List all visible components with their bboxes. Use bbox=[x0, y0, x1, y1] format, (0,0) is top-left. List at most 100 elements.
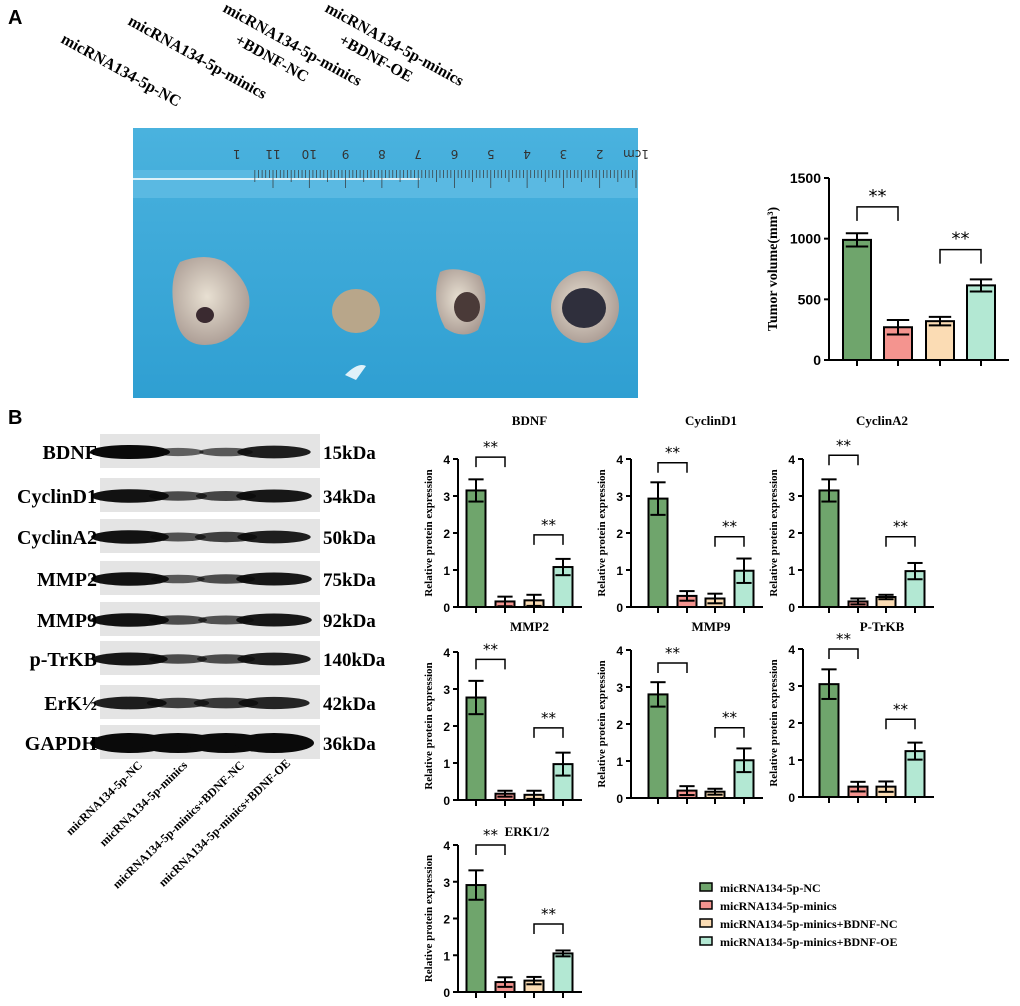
lane-label-1: micRNA134-5p-NC bbox=[63, 758, 145, 838]
chart-tumor-volume: Tumor volume(mm³) 0 500 1000 1500 ** ** bbox=[766, 170, 1009, 368]
bar-charts: Tumor volume(mm³)050010001500****BDNFRel… bbox=[423, 170, 1009, 1000]
significance-label: ** bbox=[665, 444, 681, 462]
chart-cyclina2: CyclinA2 Relative protein expression 0 1 2 3 4… bbox=[768, 413, 934, 615]
legend-swatch bbox=[699, 900, 713, 910]
y-tick-label: 0 bbox=[616, 601, 623, 615]
blot-band bbox=[238, 696, 310, 710]
chart-title: MMP9 bbox=[692, 619, 731, 634]
significance-label: ** bbox=[836, 630, 852, 648]
significance-bracket bbox=[885, 718, 916, 730]
ruler-label: 1cm bbox=[623, 147, 649, 161]
chart-mmp9: MMP9 Relative protein expression 0 1 2 3 4 ** ** bbox=[596, 619, 763, 806]
y-tick-label: 1 bbox=[788, 564, 795, 578]
significance-label: ** bbox=[541, 709, 557, 727]
blot-size-label: 92kDa bbox=[323, 611, 376, 632]
legend-label: micRNA134-5p-NC bbox=[720, 881, 821, 895]
y-tick-label: 1 bbox=[788, 754, 795, 768]
blot-size-label: 50kDa bbox=[323, 528, 376, 549]
blot-band bbox=[199, 447, 253, 457]
significance-bracket bbox=[714, 726, 745, 738]
blot-band bbox=[236, 572, 312, 586]
significance-bracket bbox=[856, 206, 899, 221]
significance-bracket bbox=[533, 534, 564, 545]
blot-band bbox=[149, 654, 207, 664]
significance-label: ** bbox=[722, 518, 738, 536]
y-tick-label: 0 bbox=[788, 791, 795, 805]
chart-title: CyclinD1 bbox=[685, 413, 737, 428]
legend-swatch bbox=[699, 936, 713, 946]
chart-cyclind1: CyclinD1 Relative protein expression 0 1 2 3 4… bbox=[596, 413, 763, 615]
legend-swatch bbox=[699, 918, 713, 928]
y-tick-label: 0 bbox=[788, 601, 795, 615]
blot-protein-label: CyclinA2 bbox=[17, 527, 97, 549]
y-tick-label: 2 bbox=[788, 527, 795, 541]
significance-label: ** bbox=[869, 186, 887, 207]
tumor-2 bbox=[332, 289, 380, 333]
y-axis-label: Relative protein expression bbox=[423, 855, 435, 982]
ruler-ticks bbox=[254, 170, 637, 188]
y-tick-label: 0 bbox=[813, 352, 821, 368]
blot-size-label: 15kDa bbox=[323, 443, 376, 464]
significance-label: ** bbox=[893, 518, 909, 536]
y-axis-label: Relative protein expression bbox=[596, 660, 608, 787]
blot-size-label: 75kDa bbox=[323, 570, 376, 591]
significance-bracket bbox=[475, 844, 506, 855]
y-axis-label: Relative protein expression bbox=[423, 662, 435, 789]
y-tick-label: 1 bbox=[616, 564, 623, 578]
y-tick-label: 4 bbox=[788, 453, 795, 467]
blot-protein-label: BDNF bbox=[43, 442, 97, 464]
ruler-label: 2 bbox=[596, 147, 604, 161]
legend: micRNA134-5p-NC micRNA134-5p-minics micRNA… bbox=[699, 881, 898, 949]
y-tick-label: 1 bbox=[443, 949, 450, 963]
y-axis-label: Relative protein expression bbox=[423, 469, 435, 596]
significance-bracket bbox=[533, 923, 564, 935]
significance-label: ** bbox=[541, 516, 557, 534]
photo-group-labels: micRNA134-5p-NC micRNA134-5p-minics micR… bbox=[58, 0, 466, 111]
blot-size-label: 34kDa bbox=[323, 487, 376, 508]
blot-band bbox=[91, 572, 169, 586]
significance-label: ** bbox=[893, 700, 909, 718]
blot-band bbox=[146, 697, 210, 709]
significance-label: ** bbox=[952, 229, 970, 250]
ruler-label: 3 bbox=[560, 147, 568, 161]
blot-protein-label: GAPDH bbox=[25, 733, 98, 755]
blot-size-label: 42kDa bbox=[323, 694, 376, 715]
y-tick-label: 3 bbox=[788, 490, 795, 504]
y-axis-label: Tumor volume(mm³) bbox=[766, 206, 781, 331]
glare bbox=[345, 365, 366, 380]
significance-label: ** bbox=[483, 640, 499, 658]
significance-bracket bbox=[828, 454, 859, 466]
ruler-label: 7 bbox=[414, 147, 422, 161]
chart-title: ERK1/2 bbox=[505, 824, 550, 839]
tumor-3-core bbox=[454, 292, 480, 322]
chart-bdnf: BDNF Relative protein expression 0 1 2 3 4 ** ** bbox=[423, 413, 582, 615]
blot-size-label: 140kDa bbox=[323, 650, 386, 671]
significance-bracket bbox=[714, 535, 745, 547]
significance-bracket bbox=[828, 648, 859, 659]
significance-bracket bbox=[475, 456, 506, 468]
tumor-1-core bbox=[196, 307, 214, 323]
blot-band bbox=[91, 489, 169, 503]
y-tick-label: 3 bbox=[443, 683, 450, 697]
blot-band bbox=[91, 530, 169, 544]
y-tick-label: 4 bbox=[616, 453, 623, 467]
blot-band bbox=[237, 445, 311, 459]
blot-band bbox=[234, 733, 314, 753]
blot-band bbox=[237, 652, 311, 666]
chart-title: P-TrKB bbox=[860, 619, 905, 634]
y-tick-label: 2 bbox=[443, 913, 450, 927]
chart-title: CyclinA2 bbox=[856, 413, 908, 428]
tumor-1 bbox=[172, 257, 250, 345]
y-tick-label: 3 bbox=[443, 490, 450, 504]
y-axis-label: Relative protein expression bbox=[768, 469, 780, 596]
blot-band bbox=[236, 489, 312, 503]
tumor-4-core bbox=[562, 288, 606, 328]
significance-bracket bbox=[475, 658, 506, 670]
panel-label-b: B bbox=[8, 407, 22, 429]
bar bbox=[552, 952, 574, 993]
significance-label: ** bbox=[483, 438, 499, 456]
y-tick-label: 3 bbox=[788, 680, 795, 694]
blot-band bbox=[152, 447, 204, 457]
